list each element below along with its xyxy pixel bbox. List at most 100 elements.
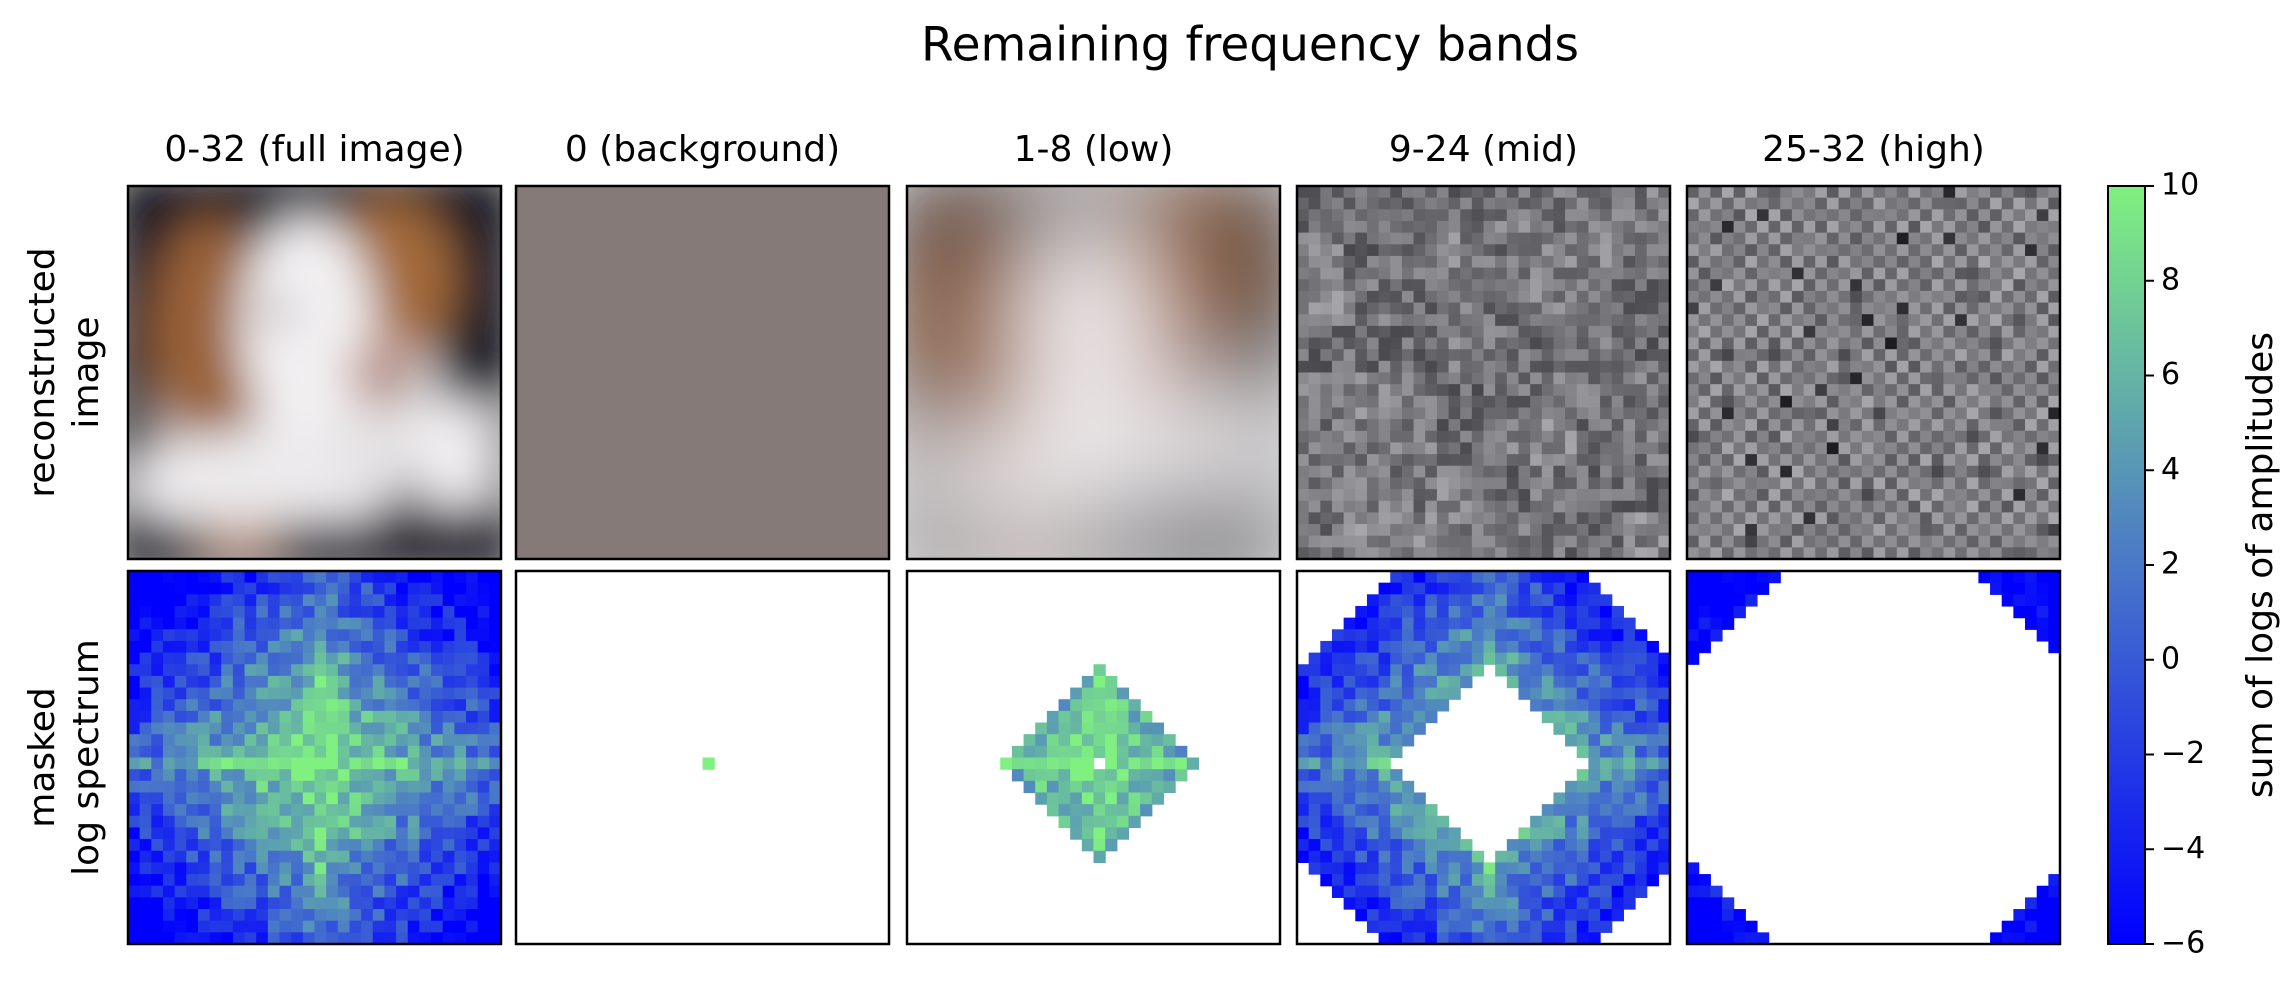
pixel xyxy=(1721,232,1735,245)
pixel xyxy=(1838,430,1851,444)
pixel xyxy=(1448,360,1461,374)
pixel xyxy=(1780,465,1793,479)
spectrum-cell xyxy=(384,571,397,584)
pixel xyxy=(1553,500,1566,513)
spectrum-cell xyxy=(1297,710,1310,724)
pixel xyxy=(1803,547,1816,559)
pixel xyxy=(1565,267,1578,280)
spectrum-cell xyxy=(326,582,339,595)
spectrum-cell xyxy=(442,920,455,933)
pixel xyxy=(1838,477,1851,490)
pixel xyxy=(1780,547,1793,559)
spectrum-cell xyxy=(431,687,444,700)
pixel xyxy=(1780,337,1793,350)
spectrum-cell xyxy=(1308,839,1321,852)
spectrum-cell xyxy=(232,582,246,595)
spectrum-cell xyxy=(1460,571,1473,584)
spectrum-cell xyxy=(1401,862,1415,875)
spectrum-cell xyxy=(302,617,316,630)
pixel xyxy=(2048,454,2060,467)
pixel xyxy=(1495,220,1508,234)
spectrum-cell xyxy=(407,687,421,700)
spectrum-cell xyxy=(1710,582,1723,595)
pixel xyxy=(1838,349,1851,362)
spectrum-cell xyxy=(1553,582,1566,595)
pixel xyxy=(1331,302,1345,315)
spectrum-cell xyxy=(1413,699,1426,712)
pixel xyxy=(1920,535,1933,548)
spectrum-cell xyxy=(1413,932,1426,945)
spectrum-cell xyxy=(1483,874,1496,887)
pixel xyxy=(1553,489,1566,502)
spectrum-cell xyxy=(162,605,176,619)
pixel xyxy=(1611,337,1624,350)
spectrum-cell xyxy=(326,815,339,829)
spectrum-cell xyxy=(1541,629,1555,642)
spectrum-cell xyxy=(1646,850,1659,864)
spectrum-cell xyxy=(1698,640,1711,654)
spectrum-cell xyxy=(1081,780,1095,794)
pixel xyxy=(1826,290,1840,304)
spectrum-cell xyxy=(1378,874,1391,887)
spectrum-cell xyxy=(477,687,490,700)
spectrum-cell xyxy=(361,605,374,619)
spectrum-cell xyxy=(1565,862,1578,875)
spectrum-cell xyxy=(2025,897,2038,910)
spectrum-cell xyxy=(267,722,281,735)
pixel xyxy=(1931,454,1945,467)
spectrum-cell xyxy=(1390,594,1403,607)
spectrum-cell xyxy=(197,839,211,852)
pixel xyxy=(1658,209,1670,222)
spectrum-cell xyxy=(454,792,467,805)
spectrum-cell xyxy=(407,664,421,677)
spectrum-cell xyxy=(372,652,386,665)
spectrum-cell xyxy=(466,745,479,759)
pixel xyxy=(1600,255,1613,269)
spectrum-cell xyxy=(442,757,455,770)
pixel xyxy=(1908,209,1921,222)
spectrum-cell xyxy=(1140,757,1153,770)
pixel xyxy=(1931,302,1945,315)
spectrum-cell xyxy=(1366,897,1380,910)
pixel xyxy=(1297,325,1310,339)
pixel xyxy=(1343,197,1356,210)
spectrum-cell xyxy=(139,850,152,864)
spectrum-cell xyxy=(244,839,257,852)
spectrum-cell xyxy=(279,675,292,689)
spectrum-cell xyxy=(314,629,327,642)
pixel xyxy=(1885,267,1898,280)
pixel xyxy=(1990,454,2003,467)
pixel xyxy=(1343,360,1356,374)
pixel xyxy=(1658,290,1670,304)
spectrum-cell xyxy=(372,862,386,875)
pixel xyxy=(1721,535,1735,548)
pixel xyxy=(1588,279,1601,292)
pixel xyxy=(1390,267,1403,280)
pixel xyxy=(1803,419,1816,432)
spectrum-cell xyxy=(1687,629,1700,642)
spectrum-cell xyxy=(489,839,502,852)
spectrum-cell xyxy=(314,932,327,945)
pixel xyxy=(1943,489,1956,502)
spectrum-cell xyxy=(1530,652,1543,665)
spectrum-cell xyxy=(419,769,432,782)
pixel xyxy=(1436,209,1450,222)
pixel xyxy=(2001,372,2014,385)
spectrum-cell xyxy=(2025,571,2038,584)
spectrum-cell xyxy=(1000,757,1013,770)
pixel xyxy=(1826,524,1840,537)
pixel xyxy=(1920,547,1933,559)
pixel xyxy=(1873,290,1886,304)
pixel xyxy=(1378,349,1391,362)
row-label-line: masked xyxy=(22,687,63,827)
pixel xyxy=(1518,279,1531,292)
pixel xyxy=(1331,384,1345,397)
pixel xyxy=(2013,419,2026,432)
spectrum-cell xyxy=(1128,769,1141,782)
spectrum-cell xyxy=(221,757,234,770)
pixel xyxy=(1588,302,1601,315)
spectrum-cell xyxy=(1378,792,1391,805)
spectrum-cell xyxy=(1611,757,1624,770)
pixel xyxy=(1990,512,2003,525)
spectrum-cell xyxy=(1378,675,1391,689)
